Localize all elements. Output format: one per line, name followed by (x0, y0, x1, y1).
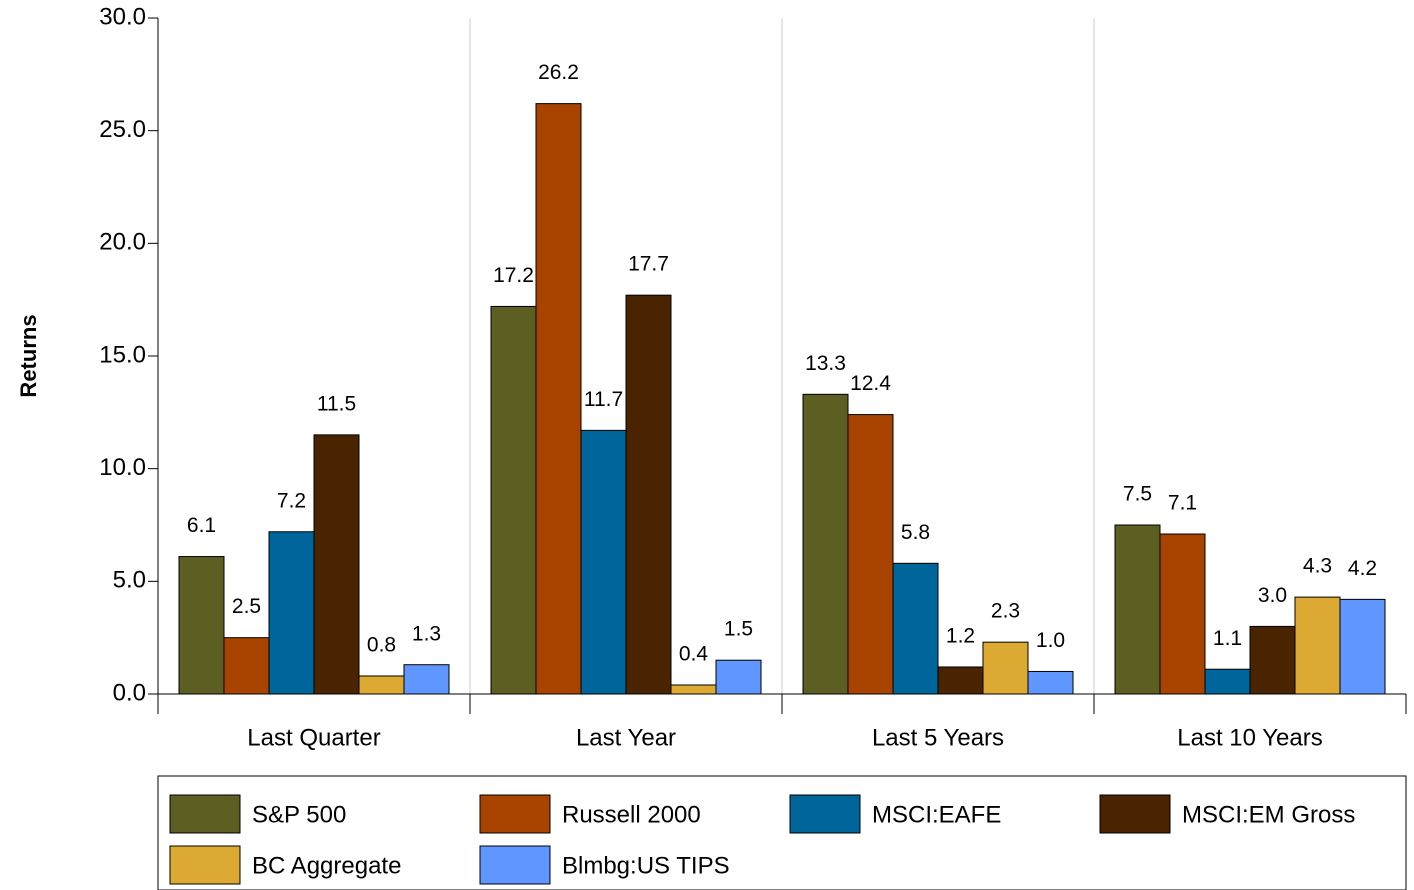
y-tick-label: 5.0 (113, 567, 146, 594)
value-label: 11.5 (317, 392, 356, 415)
bar (490, 305, 537, 695)
legend-swatch (479, 845, 551, 885)
bar (358, 675, 405, 695)
bar (847, 414, 894, 695)
x-tick-label: Last 5 Years (872, 724, 1004, 751)
value-label: 4.2 (1348, 557, 1377, 580)
legend-swatch (479, 794, 551, 834)
value-label: 13.3 (805, 352, 846, 375)
bar (1114, 524, 1161, 695)
legend-box (157, 775, 1407, 890)
bar (268, 531, 315, 695)
value-label: 6.1 (187, 514, 216, 537)
value-label: 2.3 (991, 600, 1020, 623)
bar (625, 294, 672, 695)
y-tick-label: 30.0 (99, 3, 146, 30)
y-axis-label: Returns (16, 314, 41, 397)
legend-label: MSCI:EM Gross (1182, 801, 1355, 828)
bar (892, 562, 939, 695)
legend-swatch (169, 845, 241, 885)
bar (1027, 670, 1074, 695)
y-tick-label: 25.0 (99, 116, 146, 143)
value-label: 0.8 (367, 634, 396, 657)
x-tick-label: Last Quarter (247, 724, 380, 751)
legend-swatch (1099, 794, 1171, 834)
y-tick-label: 20.0 (99, 229, 146, 256)
value-label: 2.5 (232, 595, 261, 618)
bar (223, 637, 270, 695)
bar (1249, 625, 1296, 695)
legend-label: Russell 2000 (562, 801, 701, 828)
bar (178, 556, 225, 695)
legend-label: Blmbg:US TIPS (562, 852, 730, 879)
bar (670, 684, 717, 695)
y-tick-label: 15.0 (99, 341, 146, 368)
legend-label: S&P 500 (252, 801, 346, 828)
bar (1339, 598, 1386, 695)
value-label: 1.2 (946, 625, 975, 648)
bar (313, 434, 360, 695)
bar (580, 429, 627, 695)
value-label: 5.8 (901, 521, 930, 544)
legend-swatch (169, 794, 241, 834)
bar (982, 641, 1029, 695)
y-tick-label: 10.0 (99, 454, 146, 481)
y-tick-label: 0.0 (113, 679, 146, 706)
value-label: 7.1 (1168, 492, 1197, 515)
x-tick-label: Last 10 Years (1177, 724, 1322, 751)
value-label: 12.4 (850, 372, 891, 395)
bar (403, 664, 450, 695)
value-label: 26.2 (538, 61, 579, 84)
x-tick-label: Last Year (576, 724, 676, 751)
bar (937, 666, 984, 695)
legend-label: BC Aggregate (252, 852, 401, 879)
legend-swatch (789, 794, 861, 834)
bar (1204, 668, 1251, 695)
value-label: 3.0 (1258, 584, 1287, 607)
bar (1294, 596, 1341, 695)
value-label: 11.7 (584, 388, 623, 411)
value-label: 1.3 (412, 622, 441, 645)
value-label: 4.3 (1303, 555, 1332, 578)
bar (802, 393, 849, 695)
value-label: 7.2 (277, 489, 306, 512)
legend-label: MSCI:EAFE (872, 801, 1001, 828)
value-label: 1.5 (724, 618, 753, 641)
value-label: 1.0 (1036, 629, 1065, 652)
bar (535, 103, 582, 695)
value-label: 0.4 (679, 643, 709, 666)
value-label: 7.5 (1123, 483, 1152, 506)
value-label: 17.7 (628, 253, 669, 276)
bar (715, 659, 762, 695)
bar (1159, 533, 1206, 695)
value-label: 1.1 (1213, 627, 1242, 650)
value-label: 17.2 (493, 264, 534, 287)
